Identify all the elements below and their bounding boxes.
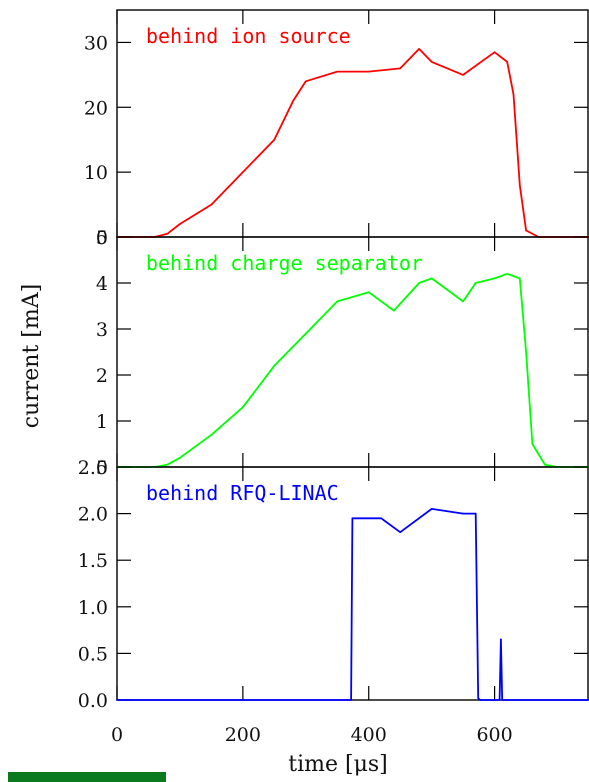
data-point xyxy=(305,332,307,335)
y-tick-label: 30 xyxy=(84,32,108,54)
y-tick-label: 0 xyxy=(96,457,108,479)
data-point xyxy=(273,138,276,141)
data-point xyxy=(116,699,118,701)
x-axis: 0 200 400 600 xyxy=(111,724,513,746)
data-point xyxy=(531,443,534,445)
data-point xyxy=(493,51,496,53)
panel-2: 0 1 2 3 4 5 behind charge separator xyxy=(96,227,589,479)
data-point xyxy=(380,517,383,520)
data-point xyxy=(179,457,181,459)
x-axis-title: time [μs] xyxy=(288,752,388,777)
data-point xyxy=(367,291,370,294)
y-tick-label: 2.0 xyxy=(78,504,108,526)
panel-frame xyxy=(116,466,589,701)
data-point xyxy=(430,508,433,510)
x-tick-label: 200 xyxy=(225,724,261,746)
x-tick-label: 0 xyxy=(111,724,123,746)
y-tick-label: 4 xyxy=(96,273,108,295)
panel-3: 0.0 0.5 1.0 1.5 2.0 2.5 behind RFQ-LINAC xyxy=(78,457,589,712)
data-point xyxy=(525,351,527,353)
data-point xyxy=(399,67,402,70)
data-point xyxy=(518,184,521,186)
data-point xyxy=(518,277,521,280)
data-point xyxy=(501,699,503,701)
y-tick-label: 2 xyxy=(96,365,108,387)
y-tick-label: 0 xyxy=(96,227,108,249)
y-tick-label: 0.5 xyxy=(78,643,108,665)
data-point xyxy=(512,93,515,96)
data-point xyxy=(166,463,169,466)
data-point xyxy=(462,512,464,515)
data-point xyxy=(477,697,480,699)
y-axis-title: current [mA] xyxy=(19,284,44,428)
data-point xyxy=(367,70,370,73)
y-tick-label: 2.5 xyxy=(78,457,108,479)
data-point xyxy=(242,171,244,173)
panel-1: 0 10 20 30 behind ion source xyxy=(84,9,589,249)
green-bar-decoration xyxy=(8,772,166,782)
data-point xyxy=(544,463,546,466)
y-tick-label: 1.5 xyxy=(78,550,108,572)
data-point xyxy=(418,48,420,50)
y-tick-label: 1 xyxy=(96,411,108,433)
series-line xyxy=(117,507,589,701)
x-tick-label: 400 xyxy=(351,724,387,746)
data-point xyxy=(506,273,508,275)
data-point xyxy=(292,100,295,102)
y-tick-label: 10 xyxy=(84,162,108,184)
series-line xyxy=(117,272,589,468)
chart-panels: 0 10 20 30 behind ion source 0 1 2 3 4 5 behind cha… xyxy=(78,9,589,712)
data-point xyxy=(350,699,352,701)
data-point xyxy=(179,223,181,225)
data-point xyxy=(506,61,508,63)
y-tick-label: 20 xyxy=(84,97,108,119)
data-point xyxy=(210,434,213,436)
data-point xyxy=(474,512,477,515)
data-point xyxy=(242,406,244,409)
data-point xyxy=(479,699,481,701)
y-tick-label: 0.0 xyxy=(78,690,108,712)
series-line xyxy=(117,48,589,238)
panel-label: behind ion source xyxy=(146,24,351,48)
x-tick-label: 600 xyxy=(476,724,512,746)
data-point xyxy=(351,517,354,520)
data-point xyxy=(525,229,527,232)
data-point xyxy=(336,70,339,73)
data-point xyxy=(166,232,169,235)
data-point xyxy=(305,80,307,83)
data-point xyxy=(462,74,464,76)
data-point xyxy=(393,309,395,312)
panel-label: behind RFQ-LINAC xyxy=(146,481,339,505)
panel-label: behind charge separator xyxy=(146,251,423,275)
y-tick-label: 5 xyxy=(96,227,108,249)
y-tick-label: 1.0 xyxy=(78,597,108,619)
data-point xyxy=(500,638,502,641)
y-tick-label: 3 xyxy=(96,319,108,341)
data-point xyxy=(474,282,477,284)
data-point xyxy=(462,300,464,303)
data-point xyxy=(430,61,433,63)
data-point xyxy=(355,517,357,520)
data-point xyxy=(498,699,501,701)
data-point xyxy=(493,277,496,280)
data-point xyxy=(336,300,339,303)
data-point xyxy=(418,282,420,284)
data-point xyxy=(399,531,402,534)
data-point xyxy=(210,203,213,206)
data-point xyxy=(273,365,276,367)
data-point xyxy=(430,277,433,280)
